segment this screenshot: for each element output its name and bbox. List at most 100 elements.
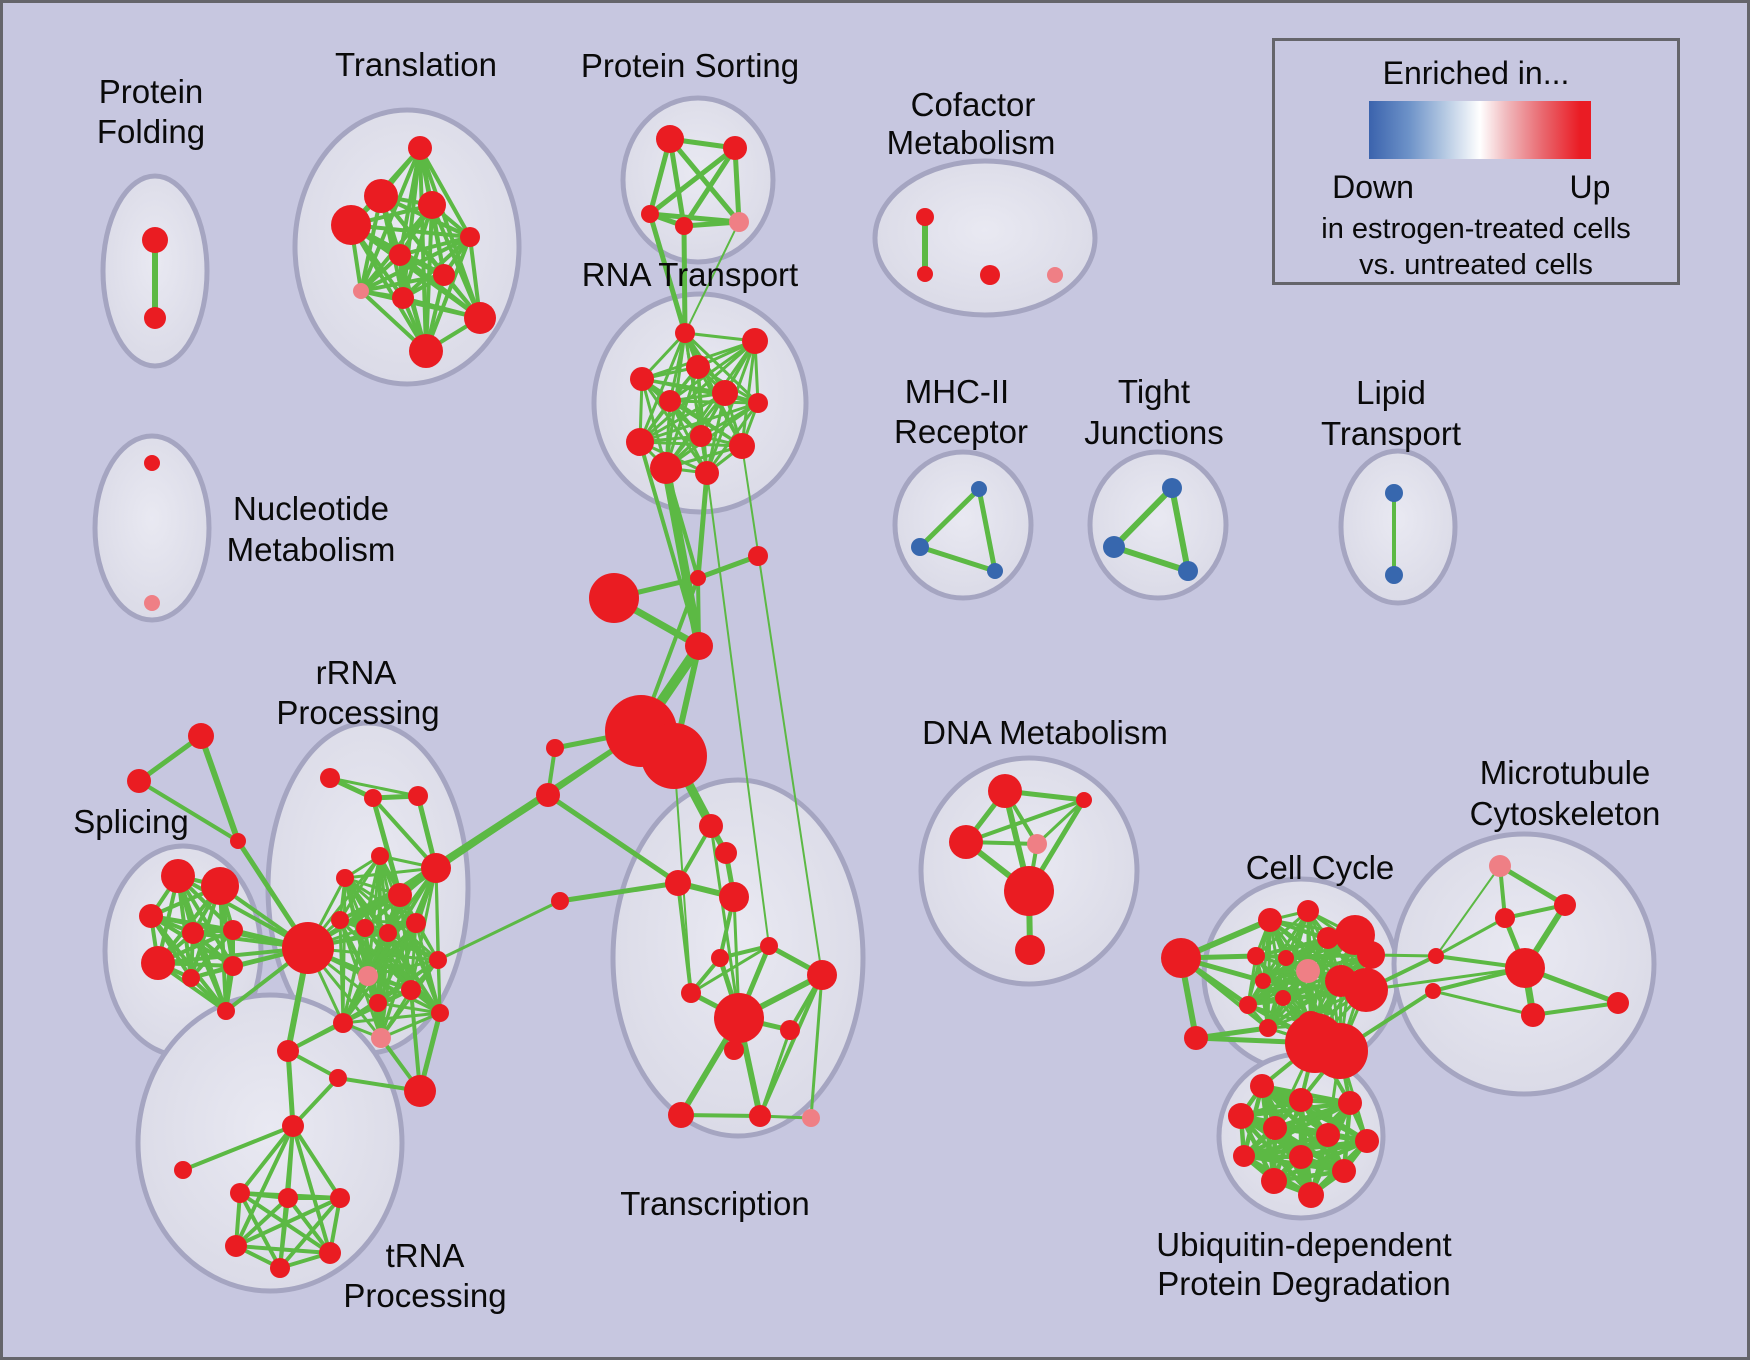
node-tr7: [724, 1040, 744, 1060]
label-tight-junctions-line1: Tight: [1118, 373, 1190, 410]
node-ub6: [1316, 1123, 1340, 1147]
node-tl5: [460, 227, 480, 247]
edge-tl1-tl5: [418, 146, 472, 239]
node-lt2: [1385, 566, 1403, 584]
edge-rr5-rr10: [343, 866, 438, 880]
node-ps5: [729, 212, 749, 232]
node-rr12: [358, 966, 378, 986]
edge-rt9-rt10: [638, 440, 744, 448]
node-dm1: [988, 774, 1022, 808]
node-cf4: [1047, 267, 1063, 283]
edge-ps1-ps5: [667, 136, 742, 225]
node-mt2: [1554, 894, 1576, 916]
node-tn2: [278, 1188, 298, 1208]
cluster-ellipse-lipid-transport: [1338, 448, 1458, 606]
node-st3: [230, 833, 246, 849]
node-tr8: [668, 1102, 694, 1128]
node-dm5: [1004, 866, 1054, 916]
node-pf1: [142, 227, 168, 253]
node-ub8: [1233, 1145, 1255, 1167]
edge-st1-st3: [198, 733, 241, 844]
node-rt8: [690, 425, 712, 447]
edge-rt1-rt9: [638, 331, 687, 444]
edge-mtc1-mt1: [1435, 865, 1501, 957]
edge-tnr-rr14: [409, 988, 422, 1093]
label-rna-transport-line1: RNA Transport: [582, 256, 798, 293]
edge-ps2-ps4: [681, 145, 738, 229]
node-rr7: [331, 911, 349, 929]
legend-gradient-bar: [1369, 101, 1591, 159]
node-rr6: [388, 883, 412, 907]
node-dm3: [949, 825, 983, 859]
node-rr9: [379, 924, 397, 942]
node-mt5: [1607, 992, 1629, 1014]
node-tnl: [174, 1161, 192, 1179]
edge-st2-st3: [137, 779, 240, 843]
edge-tl3-tl10: [430, 203, 482, 320]
node-ln2: [536, 783, 560, 807]
edge-tnh-tn5: [291, 1124, 332, 1255]
label-rrna-processing-line1: rRNA: [316, 654, 397, 691]
node-pf2: [144, 307, 166, 329]
node-cc3: [1317, 927, 1339, 949]
node-ps2: [723, 136, 747, 160]
node-cc8: [1296, 959, 1320, 983]
node-ub9: [1289, 1145, 1313, 1169]
node-tr4: [681, 983, 701, 1003]
node-cf1: [916, 208, 934, 226]
node-lt1: [1385, 484, 1403, 502]
edge-hb1-rrh: [306, 729, 643, 950]
label-mhc-ii-receptor-line1: MHC-II: [905, 373, 1009, 410]
node-rrh: [282, 922, 334, 974]
node-rr2: [364, 789, 382, 807]
edge-rt6-rt7: [668, 399, 760, 405]
node-tn4: [225, 1235, 247, 1257]
node-rr3: [408, 786, 428, 806]
node-tl11: [409, 334, 443, 368]
node-tn1: [230, 1183, 250, 1203]
edge-rt12-sp2: [695, 470, 710, 581]
edge-tj1-tj2: [1111, 485, 1175, 550]
node-st2: [127, 769, 151, 793]
node-mt4: [1505, 948, 1545, 988]
edge-rt12-tr2: [706, 472, 770, 947]
node-cc14: [1259, 1019, 1277, 1037]
node-tn6: [270, 1258, 290, 1278]
node-tl2: [364, 179, 398, 213]
legend-down-label: Down: [1332, 169, 1414, 205]
edge-tr3-tr9: [758, 973, 824, 1118]
edge-tn2-tn4: [234, 1196, 290, 1248]
edge-rt2-rt10: [740, 339, 757, 448]
node-mt1: [1489, 855, 1511, 877]
edge-rr15-ln3: [436, 899, 562, 962]
label-lipid-transport-line1: Lipid: [1356, 374, 1426, 411]
node-rr5: [336, 869, 354, 887]
edge-ps2-ps3: [647, 145, 738, 217]
edge-mt1-mt2: [1497, 863, 1568, 908]
node-nm1: [144, 455, 160, 471]
edge-tr3-tr10: [809, 973, 824, 1120]
edge-tr2-tr4: [689, 944, 771, 995]
node-sc8: [223, 956, 243, 976]
node-sc3: [139, 904, 163, 928]
node-cc12: [1239, 996, 1257, 1014]
node-nm2: [144, 595, 160, 611]
node-rr13: [369, 994, 387, 1012]
node-sp4: [685, 632, 713, 660]
node-rr11: [406, 913, 426, 933]
label-protein-folding-line1: Protein: [99, 73, 204, 110]
node-tc3: [665, 870, 691, 896]
edge-cc11-mt4: [1364, 966, 1527, 992]
node-ub2: [1289, 1088, 1313, 1112]
node-cc13: [1275, 990, 1291, 1006]
node-rt10: [729, 433, 755, 459]
label-dna-metabolism-line1: DNA Metabolism: [922, 714, 1168, 751]
edge-rr16-rr17: [341, 1011, 442, 1025]
edge-rt2-rt6: [668, 339, 757, 403]
label-ubiquitin-degradation-line1: Ubiquitin-dependent: [1156, 1226, 1451, 1263]
node-mtc2: [1425, 983, 1441, 999]
label-cell-cycle-line1: Cell Cycle: [1246, 849, 1395, 886]
